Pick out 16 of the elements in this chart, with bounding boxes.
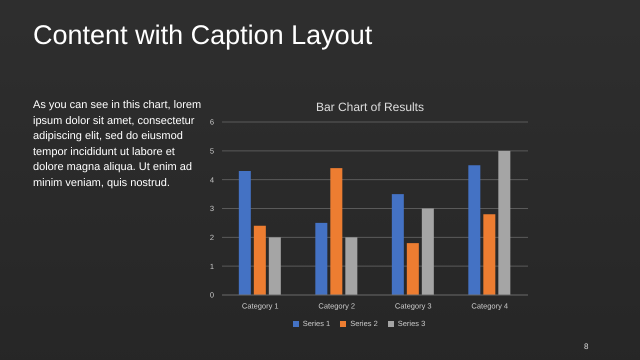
bar: [254, 226, 266, 295]
bar: [330, 168, 342, 295]
bar: [498, 150, 510, 295]
bar: [238, 171, 251, 295]
bar: [483, 214, 496, 295]
chart-title: Bar Chart of Results: [314, 100, 426, 114]
bar: [345, 237, 358, 295]
bar: [268, 237, 281, 295]
bar: [392, 194, 404, 295]
bar: [315, 222, 328, 295]
text: 8: [584, 342, 588, 351]
bar: [468, 165, 480, 295]
bar: [406, 243, 419, 295]
text: As you can see in this chart, lorem ipsum dolor sit amet, consectetur adipiscing elit, sed do eiusmod tempor incididunt ut labore et dolore magna aliqua. Ut enim ad minim veniam, quis nostrud.: [33, 98, 202, 190]
bar: [422, 208, 434, 295]
text: Content with Caption Layout: [33, 20, 372, 51]
